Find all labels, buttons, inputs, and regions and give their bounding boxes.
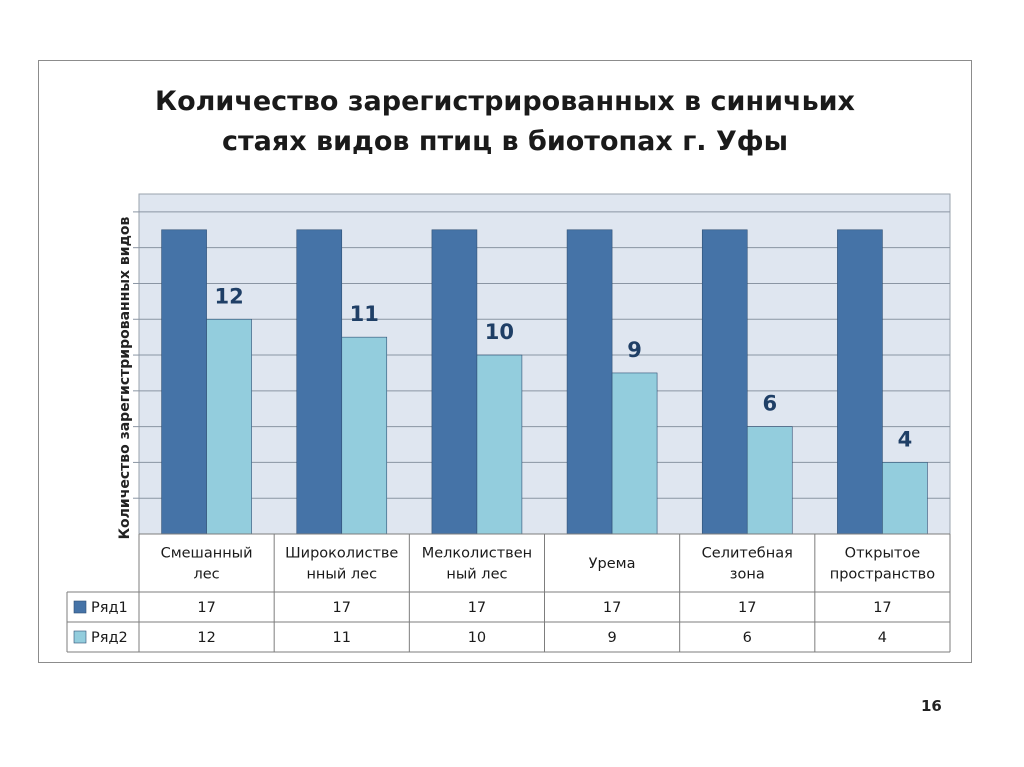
table-value: 6 [743, 630, 752, 646]
plot-area [138, 193, 951, 535]
table-value: 17 [333, 600, 351, 616]
data-label: 4 [898, 427, 913, 451]
category-label: лес [193, 567, 219, 583]
category-label: Широколистве [285, 546, 398, 562]
legend-label: Ряд2 [91, 630, 128, 646]
table-value: 17 [197, 600, 215, 616]
bar-Ряд2-0 [206, 318, 252, 535]
bar-Ряд1-5 [837, 229, 883, 535]
bar-Ряд2-2 [476, 354, 523, 535]
table-value: 17 [468, 600, 486, 616]
table-value: 17 [603, 600, 621, 616]
table-value: 11 [333, 630, 351, 646]
table-value: 17 [873, 600, 891, 616]
category-label: Смешанный [161, 546, 253, 562]
category-label: ный лес [446, 567, 507, 583]
category-label: зона [730, 567, 765, 583]
chart-title: Количество зарегистрированных в синичьих… [38, 82, 972, 162]
category-label: Мелколиствен [422, 546, 532, 562]
data-label: 9 [627, 338, 642, 362]
y-axis-label: Количество зарегистрированных видов [117, 216, 133, 539]
chart-title-line-1: Количество зарегистрированных в синичьих [155, 86, 855, 117]
bar-Ряд1-2 [431, 229, 478, 535]
table-value: 17 [738, 600, 756, 616]
table-value: 10 [468, 630, 486, 646]
data-label: 6 [762, 392, 777, 416]
data-label: 10 [485, 320, 514, 344]
table-value: 4 [878, 630, 887, 646]
bar-Ряд1-1 [296, 229, 343, 535]
category-label: Открытое [845, 546, 921, 562]
category-label: нный лес [306, 567, 377, 583]
bar-Ряд1-4 [701, 229, 748, 535]
legend-key-Ряд1 [73, 600, 87, 614]
legend-key-Ряд2 [73, 630, 87, 644]
data-label: 12 [214, 284, 243, 308]
bar-Ряд2-3 [611, 372, 658, 535]
data-label: 11 [350, 302, 379, 326]
bar-Ряд1-0 [161, 229, 207, 535]
category-label: Урема [589, 556, 636, 572]
bar-Ряд1-3 [566, 229, 613, 535]
category-label: Селитебная [702, 546, 793, 562]
category-label: пространство [830, 567, 936, 583]
table-value: 9 [607, 630, 616, 646]
bar-Ряд2-4 [746, 426, 793, 535]
bar-Ряд2-1 [341, 336, 388, 535]
legend-label: Ряд1 [91, 600, 128, 616]
bar-Ряд2-5 [882, 462, 928, 535]
table-value: 12 [197, 630, 215, 646]
chart-title-line-2: стаях видов птиц в биотопах г. Уфы [222, 126, 788, 157]
page-number: 16 [921, 697, 942, 715]
